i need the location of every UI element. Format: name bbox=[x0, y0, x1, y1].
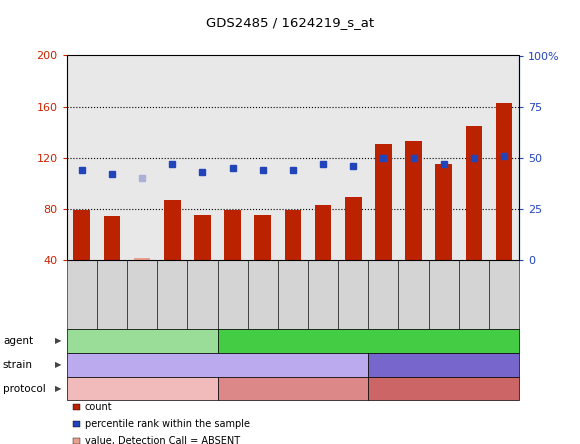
Text: GSM122994: GSM122994 bbox=[107, 271, 117, 317]
Text: GSM123070: GSM123070 bbox=[379, 271, 388, 317]
Text: ▶: ▶ bbox=[55, 361, 61, 369]
Text: ▶: ▶ bbox=[55, 337, 61, 345]
Text: GSM106918: GSM106918 bbox=[77, 271, 86, 317]
Bar bbox=[255, 215, 271, 260]
Text: count: count bbox=[85, 402, 113, 412]
Text: GSM123067: GSM123067 bbox=[288, 271, 298, 317]
Text: alcohol: alcohol bbox=[351, 336, 386, 346]
Bar bbox=[224, 210, 241, 260]
Text: GSM123066: GSM123066 bbox=[258, 271, 267, 317]
Bar bbox=[466, 126, 482, 260]
Text: percentile rank within the sample: percentile rank within the sample bbox=[85, 419, 249, 429]
Bar bbox=[74, 210, 90, 260]
Bar bbox=[285, 210, 301, 260]
Bar bbox=[375, 143, 392, 260]
Text: control: control bbox=[125, 384, 159, 394]
Text: GSM123069: GSM123069 bbox=[349, 271, 358, 317]
Text: strain: strain bbox=[3, 360, 33, 370]
Text: GSM123072: GSM123072 bbox=[439, 271, 448, 317]
Text: 2 hours after exposure: 2 hours after exposure bbox=[388, 384, 499, 394]
Bar bbox=[315, 205, 331, 260]
Text: ▶: ▶ bbox=[55, 385, 61, 393]
Bar bbox=[405, 141, 422, 260]
Text: sensitive: sensitive bbox=[195, 360, 240, 370]
Text: GDS2485 / 1624219_s_at: GDS2485 / 1624219_s_at bbox=[206, 16, 374, 28]
Text: GSM123007: GSM123007 bbox=[198, 271, 207, 317]
Bar bbox=[496, 103, 512, 260]
Bar bbox=[194, 215, 211, 260]
Text: GSM123002: GSM123002 bbox=[137, 271, 147, 317]
Text: GSM123068: GSM123068 bbox=[318, 271, 328, 317]
Text: GSM123074: GSM123074 bbox=[499, 271, 509, 317]
Text: GSM123003: GSM123003 bbox=[168, 271, 177, 317]
Text: tolerant: tolerant bbox=[425, 360, 463, 370]
Text: value, Detection Call = ABSENT: value, Detection Call = ABSENT bbox=[85, 436, 240, 444]
Bar bbox=[164, 200, 180, 260]
Text: GSM123065: GSM123065 bbox=[228, 271, 237, 317]
Text: untread: untread bbox=[123, 336, 161, 346]
Text: protocol: protocol bbox=[3, 384, 46, 394]
Bar bbox=[134, 258, 150, 260]
Bar bbox=[436, 164, 452, 260]
Bar bbox=[345, 197, 361, 260]
Text: GSM123071: GSM123071 bbox=[409, 271, 418, 317]
Bar bbox=[104, 216, 120, 260]
Text: agent: agent bbox=[3, 336, 33, 346]
Text: GSM123073: GSM123073 bbox=[469, 271, 478, 317]
Text: immediately after exposure: immediately after exposure bbox=[225, 384, 361, 394]
